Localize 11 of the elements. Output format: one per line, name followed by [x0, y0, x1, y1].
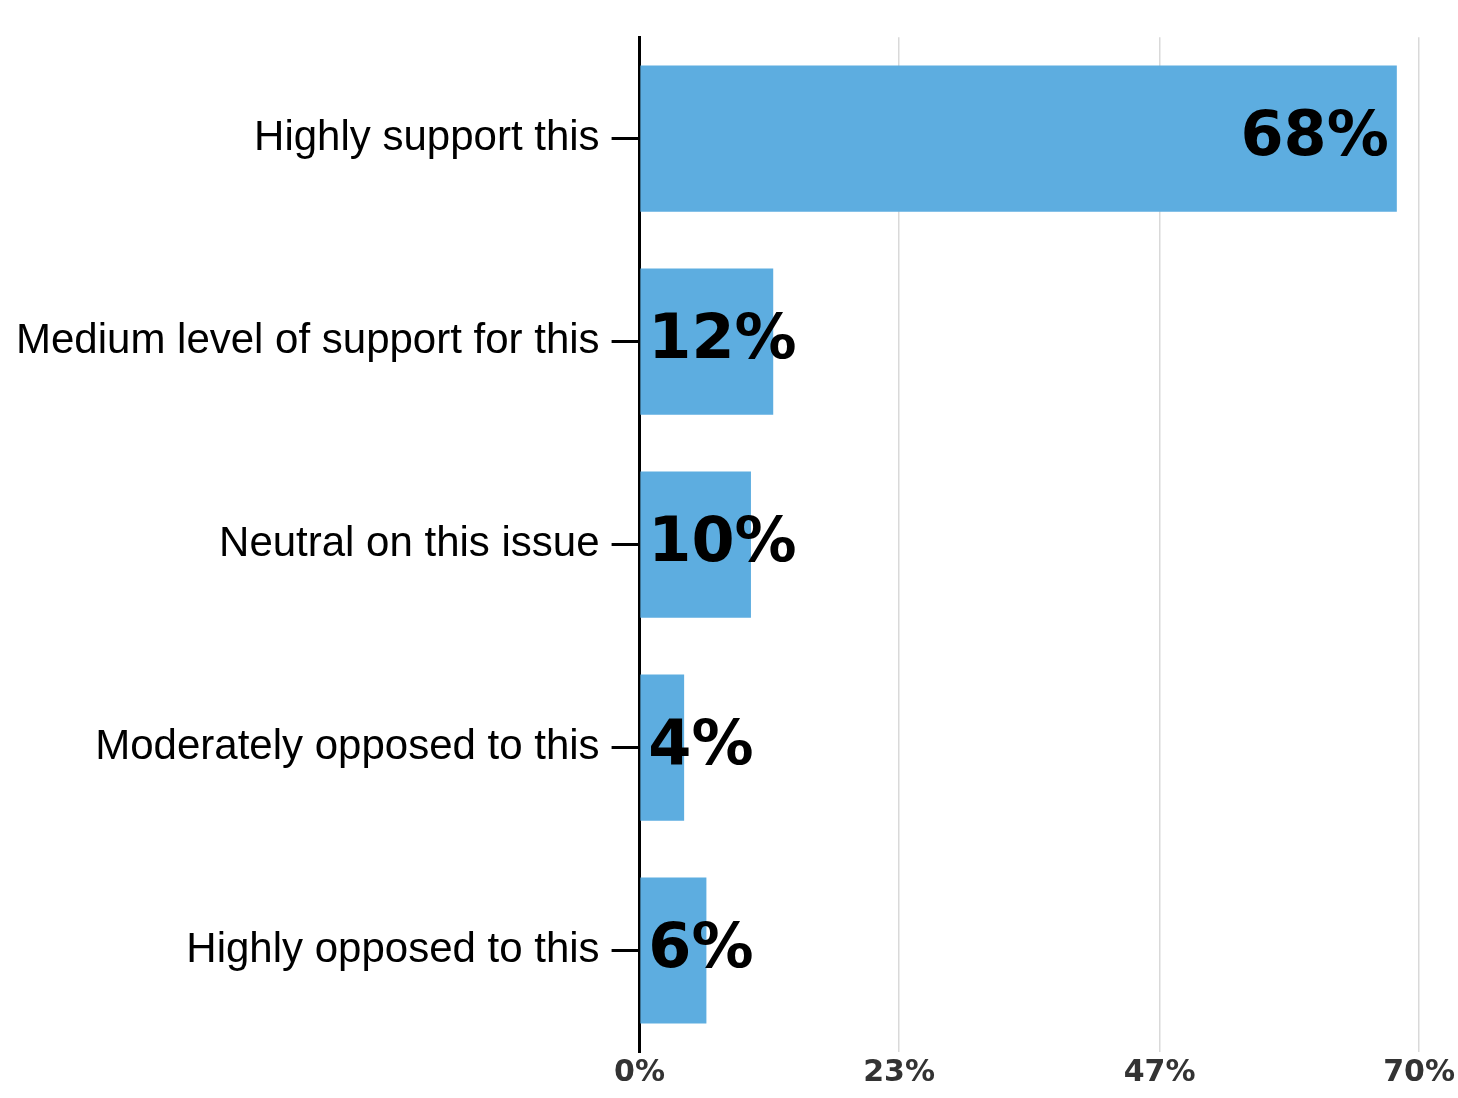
- x-tick-label: 0%: [614, 1052, 666, 1088]
- y-tick-label: Moderately opposed to this: [95, 721, 600, 769]
- y-tick-label: Medium level of support for this: [16, 315, 600, 363]
- data-label: 68%: [1240, 96, 1389, 170]
- bar: [640, 65, 1397, 212]
- x-tick-label: 47%: [1123, 1052, 1196, 1088]
- x-tick-label: 70%: [1383, 1052, 1455, 1088]
- y-tick-label: Highly support this: [254, 112, 600, 160]
- y-tick-label: Neutral on this issue: [219, 518, 600, 566]
- y-tick-label: Highly opposed to this: [186, 924, 600, 972]
- x-tick-label: 23%: [863, 1052, 935, 1088]
